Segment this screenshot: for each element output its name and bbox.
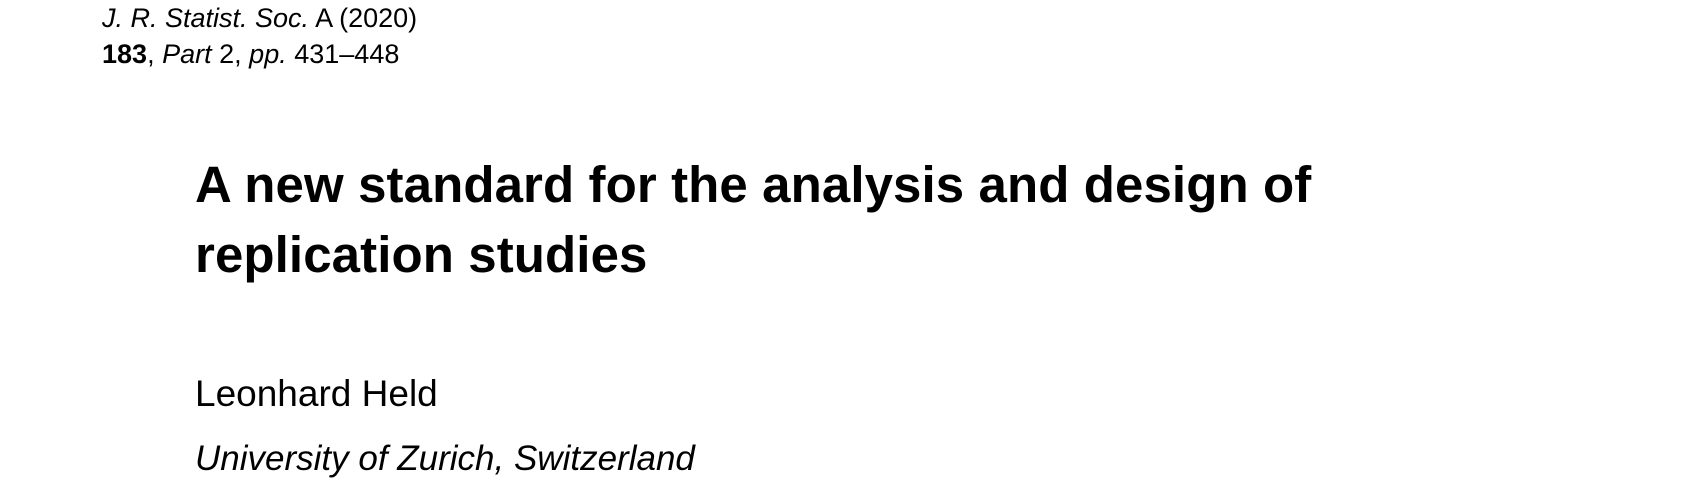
journal-part-label: Part [162,39,212,69]
paper-author: Leonhard Held [195,373,438,414]
journal-name: J. R. Statist. Soc. [102,3,310,33]
paper-affiliation: University of Zurich, Switzerland [195,439,695,478]
journal-citation: J. R. Statist. Soc. A (2020) 183, Part 2… [102,0,417,72]
journal-citation-line-2: 183, Part 2, pp. 431–448 [102,39,400,69]
paper-title: A new standard for the analysis and desi… [195,156,1312,283]
journal-pages: 431–448 [294,39,400,69]
journal-pages-label: pp. [249,39,287,69]
journal-year: (2020) [339,3,418,33]
journal-citation-line-1: J. R. Statist. Soc. A (2020) [102,0,417,36]
journal-part-number: 2 [219,39,235,69]
journal-series: A [315,3,332,33]
journal-volume: 183 [102,39,148,69]
